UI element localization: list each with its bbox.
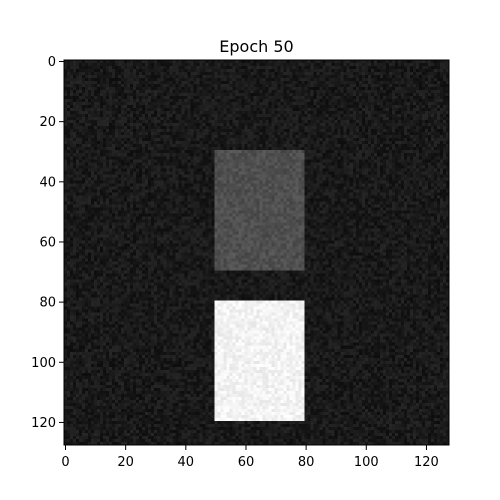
- x-tick-label: 100: [354, 455, 379, 470]
- x-tick-label: 0: [61, 455, 69, 470]
- heatmap-pixels: [64, 60, 449, 445]
- x-tick-label: 40: [178, 455, 195, 470]
- x-tick-label: 60: [238, 455, 255, 470]
- x-axis: 0 20 40 60 80 100 120: [61, 445, 439, 470]
- y-tick-label: 100: [31, 356, 56, 371]
- chart-title: Epoch 50: [219, 37, 293, 56]
- y-tick-label: 20: [39, 115, 56, 130]
- axes-frame: [63, 59, 450, 446]
- x-tick-label: 20: [117, 455, 134, 470]
- x-tick-label: 120: [414, 455, 439, 470]
- x-tick-label: 80: [298, 455, 315, 470]
- y-tick-label: 80: [39, 296, 56, 311]
- y-tick-label: 120: [31, 416, 56, 431]
- y-tick-label: 40: [39, 175, 56, 190]
- y-axis: 0 20 40 60 80 100 120: [31, 55, 64, 431]
- y-tick-label: 60: [39, 235, 56, 250]
- heatmap-image: [64, 60, 449, 445]
- y-tick-label: 0: [48, 55, 56, 70]
